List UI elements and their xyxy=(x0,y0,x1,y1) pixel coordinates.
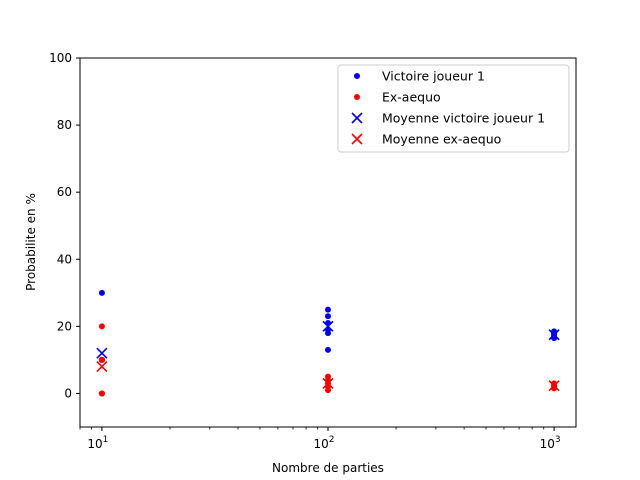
legend: Victoire joueur 1 Ex-aequo Moyenne victoir… xyxy=(337,64,570,153)
mean-marker xyxy=(548,329,560,341)
mean-marker xyxy=(322,377,334,389)
x-tick-exponent: 2 xyxy=(329,435,335,445)
x-tick-exponent: 3 xyxy=(555,435,561,445)
mean-marker xyxy=(96,347,108,359)
legend-box xyxy=(337,64,570,153)
x-tick-base: 10 xyxy=(313,437,328,451)
scatter-point xyxy=(98,323,105,330)
x-tick-base: 10 xyxy=(87,437,102,451)
scatter-point xyxy=(325,313,331,320)
legend-label: Victoire joueur 1 xyxy=(382,69,485,84)
y-tick-label: 60 xyxy=(57,185,72,199)
mean-marker xyxy=(96,361,108,373)
scatter-point xyxy=(98,390,105,397)
x-tick-base: 10 xyxy=(540,437,555,451)
y-axis-label: Probabilite en % xyxy=(24,193,38,291)
legend-marker-x xyxy=(351,112,363,124)
x-tick-label: 101 xyxy=(87,435,108,451)
scatter-point xyxy=(325,387,331,394)
legend-label: Moyenne ex-aequo xyxy=(382,132,501,147)
scatter-point xyxy=(325,346,331,353)
scatter-point xyxy=(98,356,105,363)
data-marks xyxy=(96,289,560,397)
x-tick-label: 103 xyxy=(540,435,561,451)
mean-marker xyxy=(548,380,560,392)
legend-label: Moyenne victoire joueur 1 xyxy=(382,111,545,126)
x-tick-label: 102 xyxy=(313,435,334,451)
scatter-point xyxy=(325,306,331,313)
y-tick-label: 40 xyxy=(57,252,72,266)
legend-label: Ex-aequo xyxy=(382,90,441,105)
x-axis-label: Nombre de parties xyxy=(272,461,384,475)
legend-marker-dot xyxy=(354,73,360,79)
legend-marker-x xyxy=(351,133,363,145)
y-tick-label: 100 xyxy=(49,51,72,65)
y-tick-label: 0 xyxy=(64,386,72,400)
y-tick-label: 80 xyxy=(57,118,72,132)
x-tick-exponent: 1 xyxy=(103,435,109,445)
scatter-point xyxy=(325,330,331,337)
scatter-point xyxy=(98,289,105,296)
y-tick-label: 20 xyxy=(57,319,72,333)
mean-marker xyxy=(322,320,334,332)
legend-marker-dot xyxy=(354,94,360,100)
